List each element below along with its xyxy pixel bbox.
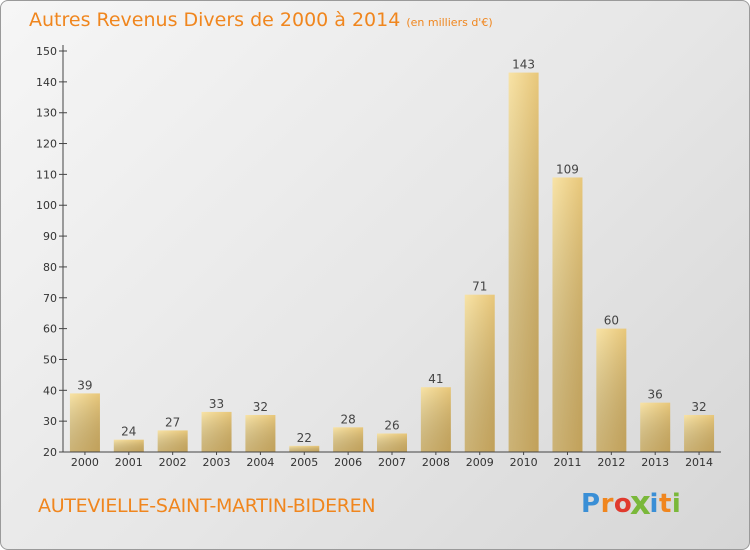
data-label-2014: 32: [691, 400, 706, 414]
bar-shade-2002: [157, 430, 188, 452]
data-label-2003: 33: [209, 397, 224, 411]
y-tick-label-90: 90: [43, 230, 57, 243]
x-tick-label-2004: 2004: [246, 456, 274, 469]
data-label-2005: 22: [297, 431, 312, 445]
y-tick-label-60: 60: [43, 323, 57, 336]
x-tick-label-2006: 2006: [334, 456, 362, 469]
data-label-2008: 41: [428, 372, 443, 386]
bar-shade-2009: [464, 294, 495, 452]
logo-letter: t: [658, 489, 672, 519]
bars-group: 39 24 27 33 32 22 28 26 41 71 143 109 60 36 32: [69, 58, 715, 452]
chart-title-text: Autres Revenus Divers de 2000 à 2014: [29, 9, 401, 31]
commune-name: AUTEVIELLE-SAINT-MARTIN-BIDEREN: [38, 495, 376, 517]
x-tick-label-2005: 2005: [290, 456, 318, 469]
y-tick-label-70: 70: [43, 292, 57, 305]
logo-letter: r: [600, 489, 614, 519]
y-tick-label-110: 110: [36, 168, 57, 181]
x-tick-label-2000: 2000: [71, 456, 99, 469]
y-tick-label-30: 30: [43, 415, 57, 428]
y-tick-label-120: 120: [36, 138, 57, 151]
x-tick-label-2013: 2013: [641, 456, 669, 469]
data-label-2001: 24: [121, 425, 136, 439]
x-tick-label-2003: 2003: [203, 456, 231, 469]
logo-letter: o: [613, 489, 633, 519]
axes-group: 2000 2001 2002 2003 2004 2005 2006 2007 2008 2009…: [36, 45, 721, 469]
logo-letter: i: [649, 489, 659, 519]
y-tick-label-80: 80: [43, 261, 57, 274]
data-label-2004: 32: [253, 400, 268, 414]
y-tick-label-100: 100: [36, 199, 57, 212]
data-label-2000: 39: [77, 378, 92, 392]
bar-shade-2005: [289, 445, 320, 452]
bar-shade-2003: [201, 411, 232, 452]
data-label-2006: 28: [340, 412, 355, 426]
proxiti-logo[interactable]: Proxiti: [581, 485, 682, 523]
bar-shade-2011: [552, 177, 583, 452]
y-tick-label-130: 130: [36, 107, 57, 120]
bar-shade-2012: [596, 328, 627, 452]
y-tick-label-20: 20: [43, 446, 57, 459]
bar-shade-2007: [377, 433, 407, 452]
x-tick-label-2007: 2007: [378, 456, 406, 469]
bar-shade-2001: [113, 439, 144, 452]
bar-shade-2014: [684, 414, 715, 452]
chart-title: Autres Revenus Divers de 2000 à 2014 (en …: [29, 9, 493, 31]
y-tick-label-140: 140: [36, 76, 57, 89]
y-tick-label-150: 150: [36, 45, 57, 58]
logo-letter: i: [671, 489, 682, 519]
bar-shade-2000: [69, 393, 100, 452]
bar-shade-2010: [508, 72, 539, 452]
logo-letter: x: [630, 485, 652, 523]
x-tick-label-2002: 2002: [159, 456, 187, 469]
x-tick-label-2001: 2001: [115, 456, 143, 469]
data-label-2010: 143: [512, 58, 535, 72]
x-tick-label-2014: 2014: [685, 456, 713, 469]
logo-letter: P: [581, 489, 601, 519]
data-label-2011: 109: [556, 162, 579, 176]
x-tick-label-2012: 2012: [597, 456, 625, 469]
y-tick-label-50: 50: [43, 353, 57, 366]
x-tick-label-2009: 2009: [466, 456, 494, 469]
x-tick-label-2008: 2008: [422, 456, 450, 469]
bar-shade-2013: [640, 402, 671, 452]
data-label-2009: 71: [472, 280, 487, 294]
data-label-2012: 60: [604, 314, 619, 328]
x-tick-label-2010: 2010: [510, 456, 538, 469]
data-label-2002: 27: [165, 415, 180, 429]
x-tick-label-2011: 2011: [553, 456, 581, 469]
y-tick-label-40: 40: [43, 384, 57, 397]
bar-shade-2004: [245, 414, 276, 452]
bar-shade-2008: [420, 387, 451, 452]
data-label-2013: 36: [648, 388, 663, 402]
chart-subtitle: (en milliers d'€): [406, 16, 493, 29]
bar-shade-2006: [333, 427, 364, 452]
data-label-2007: 26: [384, 418, 399, 432]
